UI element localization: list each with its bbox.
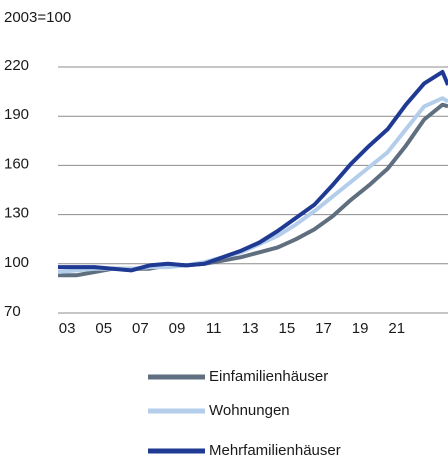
x-tick-label: 19 [352,320,369,337]
x-tick-label: 07 [132,320,149,337]
line [58,69,448,273]
y-axis-label: 2003=100 [4,9,71,26]
x-tick-label: 15 [279,320,296,337]
y-tick-label: 220 [4,57,29,74]
x-tick-label: 03 [59,320,76,337]
legend-label: Mehrfamilienhäuser [209,442,341,459]
x-tick-label: 13 [242,320,259,337]
x-tick-label: 05 [95,320,112,337]
legend-label: Wohnungen [209,402,290,419]
x-tick-label: 21 [388,320,405,337]
y-tick-label: 160 [4,155,29,172]
x-tick-label: 11 [206,320,222,337]
legend-label: Einfamilienhäuser [209,368,328,385]
y-tick-label: 70 [4,303,21,320]
line [58,102,448,278]
x-tick-label: 17 [315,320,332,337]
y-tick-label: 100 [4,254,29,271]
y-tick-label: 190 [4,106,29,123]
x-tick-label: 09 [169,320,186,337]
y-tick-label: 130 [4,205,29,222]
